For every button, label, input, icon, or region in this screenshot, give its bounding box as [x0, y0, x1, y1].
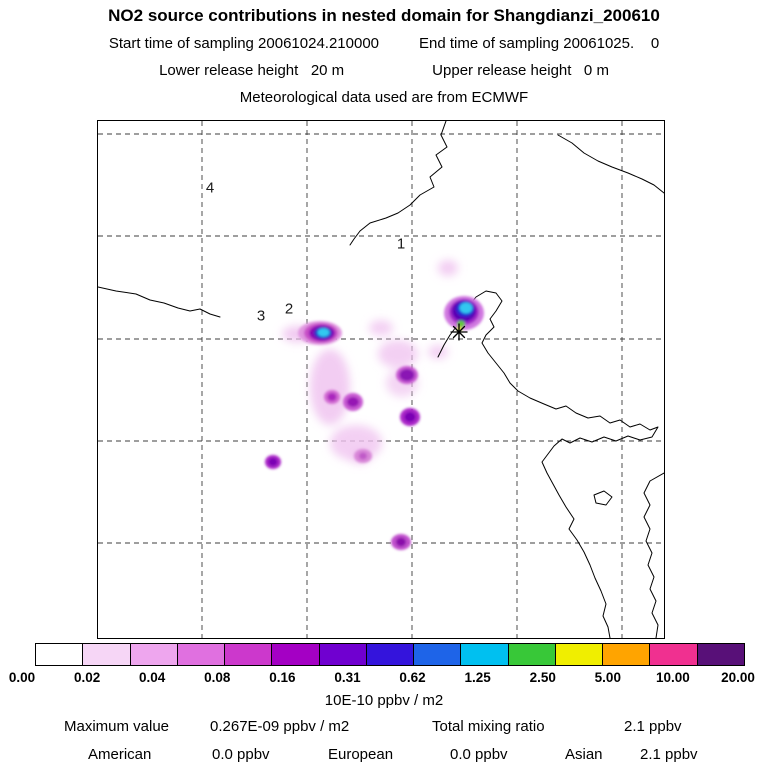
colorbar: [35, 643, 745, 666]
region-european-label: European: [328, 746, 394, 763]
island-path: [593, 490, 613, 506]
maximum-value-label: Maximum value: [64, 718, 170, 735]
colorbar-segment: [603, 644, 651, 665]
sampling-time-line: Start time of sampling 20061024.210000 E…: [0, 35, 768, 52]
colorbar-tick-label: 10.00: [656, 670, 690, 685]
coastline-path: [437, 290, 659, 638]
colorbar-segment: [177, 644, 226, 665]
coastline-path: [349, 121, 448, 246]
colorbar-segment: [366, 644, 415, 665]
colorbar-segment: [508, 644, 556, 665]
colorbar-segment: [36, 644, 84, 665]
coastline-path: [643, 472, 664, 638]
colorbar-tick-label: 0.08: [204, 670, 231, 685]
colorbar-ticks: 0.00 0.02 0.04 0.08 0.16 0.31 0.62 1.25 2.50 5.00…: [9, 670, 755, 688]
summary-line: Maximum value 0.267E-09 ppbv / m2 Total …: [0, 718, 768, 738]
colorbar-tick-label: 0.16: [269, 670, 296, 685]
colorbar-segment: [83, 644, 131, 665]
colorbar-segment: [319, 644, 367, 665]
region-asian-value: 2.1 ppbv: [640, 746, 698, 763]
colorbar-segment: [272, 644, 320, 665]
colorbar-segment: [650, 644, 698, 665]
region-american-value: 0.0 ppbv: [212, 746, 270, 763]
regional-contributions-line: American 0.0 ppbv European 0.0 ppbv Asia…: [0, 746, 768, 766]
colorbar-segment: [697, 644, 744, 665]
colorbar-tick-label: 0.02: [73, 670, 101, 685]
met-source-line: Meteorological data used are from ECMWF: [0, 89, 768, 106]
colorbar-segment: [555, 644, 604, 665]
coastline-path: [98, 286, 221, 318]
release-height-line: Lower release height 20 m Upper release …: [0, 62, 768, 79]
end-time-text: End time of sampling 20061025. 0: [419, 35, 660, 52]
colorbar-segment: [461, 644, 509, 665]
coastline-borders: [98, 121, 664, 638]
lower-release-text: Lower release height 20 m: [159, 62, 345, 79]
colorbar-tick-label: 1.25: [464, 670, 491, 685]
total-mixing-ratio-value: 2.1 ppbv: [624, 718, 682, 735]
colorbar-tick-label: 0.31: [334, 670, 361, 685]
region-european-value: 0.0 ppbv: [450, 746, 508, 763]
colorbar-segment: [130, 644, 178, 665]
total-mixing-ratio-label: Total mixing ratio: [432, 718, 545, 735]
met-source-text: Meteorological data used are from ECMWF: [239, 89, 529, 106]
concentration-plume-diffuse: [282, 260, 458, 464]
upper-release-text: Upper release height 0 m: [432, 62, 609, 79]
colorbar-tick-label: 2.50: [529, 670, 556, 685]
region-asian-label: Asian: [565, 746, 603, 763]
latlon-grid: [98, 121, 664, 638]
start-time-text: Start time of sampling 20061024.210000: [108, 35, 380, 52]
colorbar-tick-label: 0.00: [8, 670, 36, 685]
colorbar-tick-label: 20.00: [721, 670, 755, 685]
coastline-path: [557, 134, 664, 194]
colorbar-segment: [225, 644, 273, 665]
receptor-star-icon: [450, 323, 468, 341]
colorbar-segment: [414, 644, 462, 665]
concentration-plume-cores: [265, 296, 484, 550]
colorbar-tick-label: 5.00: [594, 670, 621, 685]
colorbar-tick-label: 0.62: [399, 670, 426, 685]
colorbar-unit-label: 10E-10 ppbv / m2: [324, 692, 444, 709]
map-graphics: [98, 121, 664, 638]
colorbar-tick-label: 0.04: [139, 670, 166, 685]
region-american-label: American: [88, 746, 152, 763]
plot-title: NO2 source contributions in nested domai…: [108, 6, 660, 25]
maximum-value: 0.267E-09 ppbv / m2: [210, 718, 350, 735]
